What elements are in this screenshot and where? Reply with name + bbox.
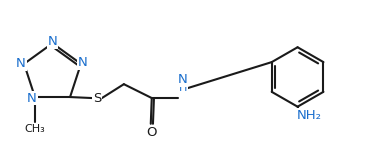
Text: S: S — [93, 92, 101, 104]
Text: N: N — [178, 73, 187, 86]
Text: NH₂: NH₂ — [297, 109, 322, 122]
Text: CH₃: CH₃ — [24, 124, 45, 134]
Text: N: N — [47, 35, 58, 48]
Text: H: H — [178, 83, 187, 93]
Text: N: N — [78, 56, 88, 69]
Text: N: N — [27, 92, 37, 104]
Text: N: N — [16, 57, 26, 70]
Text: O: O — [147, 126, 157, 139]
